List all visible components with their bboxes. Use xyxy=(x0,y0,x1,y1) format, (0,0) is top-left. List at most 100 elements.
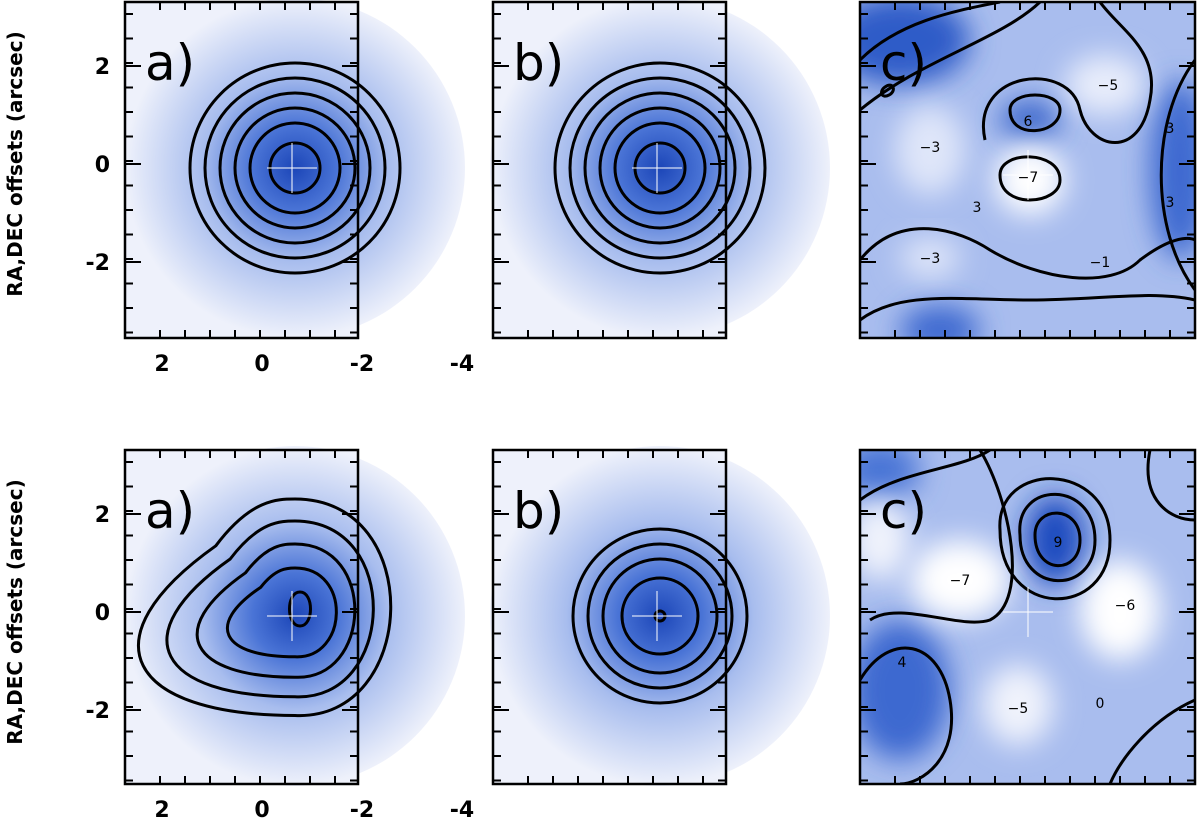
contour xyxy=(553,61,767,275)
residual-map xyxy=(860,450,1195,784)
contour-label: −1 xyxy=(1090,255,1111,271)
panel-label: b) xyxy=(513,482,564,540)
panel: b) xyxy=(490,0,830,340)
contour xyxy=(620,576,700,656)
contour xyxy=(1108,698,1195,784)
x-tick-label: 0 xyxy=(254,352,269,377)
heat-blob xyxy=(860,450,920,500)
heat-blob xyxy=(983,665,1053,745)
contour-label: −5 xyxy=(1008,701,1029,717)
contour-label: −5 xyxy=(1098,78,1119,94)
x-tick-label: 2 xyxy=(154,352,169,377)
contour-label: −3 xyxy=(920,251,941,267)
heat-blob xyxy=(900,238,960,278)
y-axis-label: RA,DEC offsets (arcsec) xyxy=(3,31,27,296)
y-tick-label: 0 xyxy=(95,601,110,626)
contour-label: 3 xyxy=(1166,195,1175,211)
y-tick-label: -2 xyxy=(86,251,110,276)
x-tick-label: -2 xyxy=(350,352,374,377)
contour-label: 6 xyxy=(1024,114,1033,130)
contour xyxy=(288,590,312,628)
y-tick-label: 2 xyxy=(95,503,110,528)
contour xyxy=(998,155,1062,202)
contour xyxy=(226,566,338,659)
y-tick-label: 2 xyxy=(95,55,110,80)
panel-frame xyxy=(123,0,360,340)
contour xyxy=(188,61,402,275)
heat-blob xyxy=(860,620,950,760)
heat-blob xyxy=(895,105,965,195)
contour xyxy=(860,2,1001,62)
contour-label: −3 xyxy=(920,140,941,156)
panel-label: a) xyxy=(145,482,195,540)
heat-blob xyxy=(1150,80,1195,260)
x-tick-label: 0 xyxy=(254,798,269,820)
panel-label: c) xyxy=(880,34,927,92)
contour xyxy=(568,76,752,260)
contour xyxy=(860,646,953,784)
contour xyxy=(998,477,1112,601)
panel: a) xyxy=(123,446,465,786)
panel-label: a) xyxy=(145,34,195,92)
heat-map xyxy=(125,0,465,338)
contour-label: 3 xyxy=(1166,121,1175,137)
contour xyxy=(1146,450,1195,522)
residual-map xyxy=(860,2,1195,338)
contour xyxy=(598,106,722,230)
contour xyxy=(981,2,1153,144)
x-tick-label: -4 xyxy=(450,352,474,377)
contour xyxy=(1008,93,1062,133)
panel-frame xyxy=(491,448,728,786)
panel-label: c) xyxy=(880,482,927,540)
heat-blob xyxy=(1065,55,1145,115)
contour xyxy=(1018,492,1097,583)
panel-frame xyxy=(858,448,1197,786)
contour xyxy=(586,542,734,690)
panel-label: b) xyxy=(513,34,564,92)
contour xyxy=(869,450,1014,624)
x-tick-label: 2 xyxy=(154,798,169,820)
contour-label: 3 xyxy=(973,200,982,216)
heat-blob xyxy=(1080,560,1160,660)
contour xyxy=(613,121,707,215)
panel: c) xyxy=(858,0,1197,340)
contour-label: −7 xyxy=(1018,170,1039,186)
contour xyxy=(601,557,719,675)
contour xyxy=(1159,59,1195,291)
contour xyxy=(860,294,1195,322)
contour-label: 4 xyxy=(898,655,907,671)
x-tick-label: -2 xyxy=(350,798,374,820)
panel: b) xyxy=(490,446,830,786)
contour xyxy=(195,542,357,679)
contour xyxy=(165,519,375,699)
contour xyxy=(203,76,387,260)
panel-frame xyxy=(858,0,1197,340)
y-tick-label: -2 xyxy=(86,699,110,724)
panel-frame xyxy=(491,0,728,340)
contour xyxy=(880,83,895,98)
panel-frame xyxy=(123,448,360,786)
heat-blob xyxy=(910,540,1010,620)
panel: a) xyxy=(123,0,465,340)
x-tick-label: -4 xyxy=(450,798,474,820)
contour xyxy=(571,527,749,705)
contour xyxy=(218,91,372,245)
heat-blob xyxy=(860,2,970,85)
y-axis-label: RA,DEC offsets (arcsec) xyxy=(3,479,27,744)
heat-blob xyxy=(860,500,910,580)
contour-label: 0 xyxy=(1096,696,1105,712)
contour xyxy=(583,91,737,245)
contour-label: −6 xyxy=(1115,598,1136,614)
contour xyxy=(1033,511,1082,568)
contour-label: 9 xyxy=(1054,535,1063,551)
heat-map xyxy=(490,0,830,338)
panel: c) xyxy=(858,448,1197,786)
contour xyxy=(248,121,342,215)
contour xyxy=(860,450,991,502)
contour-label: −7 xyxy=(950,573,971,589)
heat-blob xyxy=(900,305,980,338)
contour xyxy=(137,497,393,717)
y-tick-label: 0 xyxy=(95,153,110,178)
